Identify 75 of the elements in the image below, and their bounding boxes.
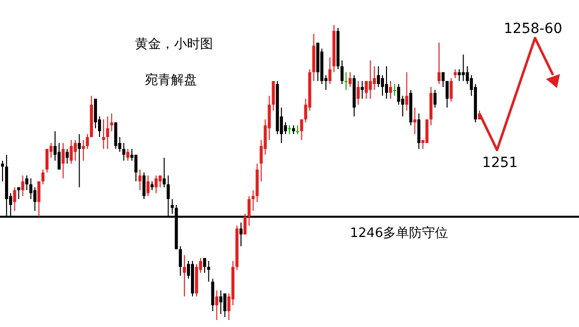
candlestick [58, 142, 61, 170]
candlestick [356, 80, 360, 106]
candlestick [376, 66, 380, 88]
candlestick [223, 292, 226, 318]
candlestick [433, 89, 437, 108]
candlestick [442, 72, 445, 88]
candlestick [360, 80, 364, 100]
candlestick [368, 60, 372, 100]
ref-line-label: 1246多单防守位 [350, 226, 448, 241]
candlestick [397, 84, 400, 106]
candlestick [244, 213, 247, 235]
candlestick [446, 80, 449, 108]
candlestick [462, 54, 465, 82]
candlestick [142, 172, 146, 200]
candlestick [344, 72, 348, 90]
candlestick [178, 246, 182, 276]
candlestick [74, 140, 77, 162]
candlestick [45, 148, 49, 173]
candlestick [146, 174, 150, 197]
candlestick [340, 60, 344, 84]
candlestick [372, 66, 376, 90]
candlestick [1, 160, 4, 182]
candlestick [154, 174, 158, 194]
candlestick [25, 174, 28, 191]
candlestick [70, 140, 73, 164]
candlestick [102, 118, 106, 150]
text: 黄金，小时图 [135, 37, 213, 52]
candlestick [138, 169, 142, 191]
candlestick [248, 196, 251, 226]
candlestick [450, 78, 453, 102]
candlestick [215, 290, 218, 320]
candlestick [94, 98, 98, 129]
candlestick [393, 84, 396, 96]
candlestick [384, 66, 388, 100]
text: 1251 [482, 155, 518, 171]
candlestick [126, 148, 130, 162]
candlestick [78, 134, 81, 188]
candlestick [389, 80, 392, 100]
candlestick [207, 260, 210, 282]
text: 宛青解盘 [145, 72, 197, 88]
candlestick [82, 140, 85, 162]
candlestick [182, 254, 186, 297]
candlestick [272, 80, 275, 112]
candlestick [122, 142, 126, 162]
candlestick [29, 178, 32, 200]
candlestick [86, 134, 89, 150]
candlestick [62, 142, 65, 179]
candlestick [41, 169, 44, 185]
candlestick [203, 258, 206, 274]
candlestick [239, 222, 243, 247]
candlestick [458, 68, 461, 82]
candlestick [211, 278, 214, 312]
candlestick [21, 174, 24, 197]
candlestick [413, 107, 416, 135]
candlestick [219, 290, 222, 315]
candlestick [162, 157, 166, 188]
candlestick [33, 186, 36, 212]
candlestick [114, 122, 118, 150]
candlestick [66, 148, 69, 164]
candlestick [417, 113, 420, 150]
candlestick [380, 74, 384, 96]
candlestick [438, 42, 441, 84]
candlestick [252, 190, 255, 212]
candlestick [37, 180, 40, 218]
candlestick [405, 72, 408, 112]
candlestick [13, 186, 16, 212]
candlestick [364, 80, 368, 100]
candlestick [110, 113, 114, 132]
candlestick [134, 154, 138, 182]
candlestick [170, 198, 174, 214]
candlestick [300, 118, 304, 141]
candlestick [328, 56, 332, 84]
text: 1258-60 [504, 21, 562, 37]
candlestick [348, 72, 352, 88]
candlestick [106, 116, 110, 150]
